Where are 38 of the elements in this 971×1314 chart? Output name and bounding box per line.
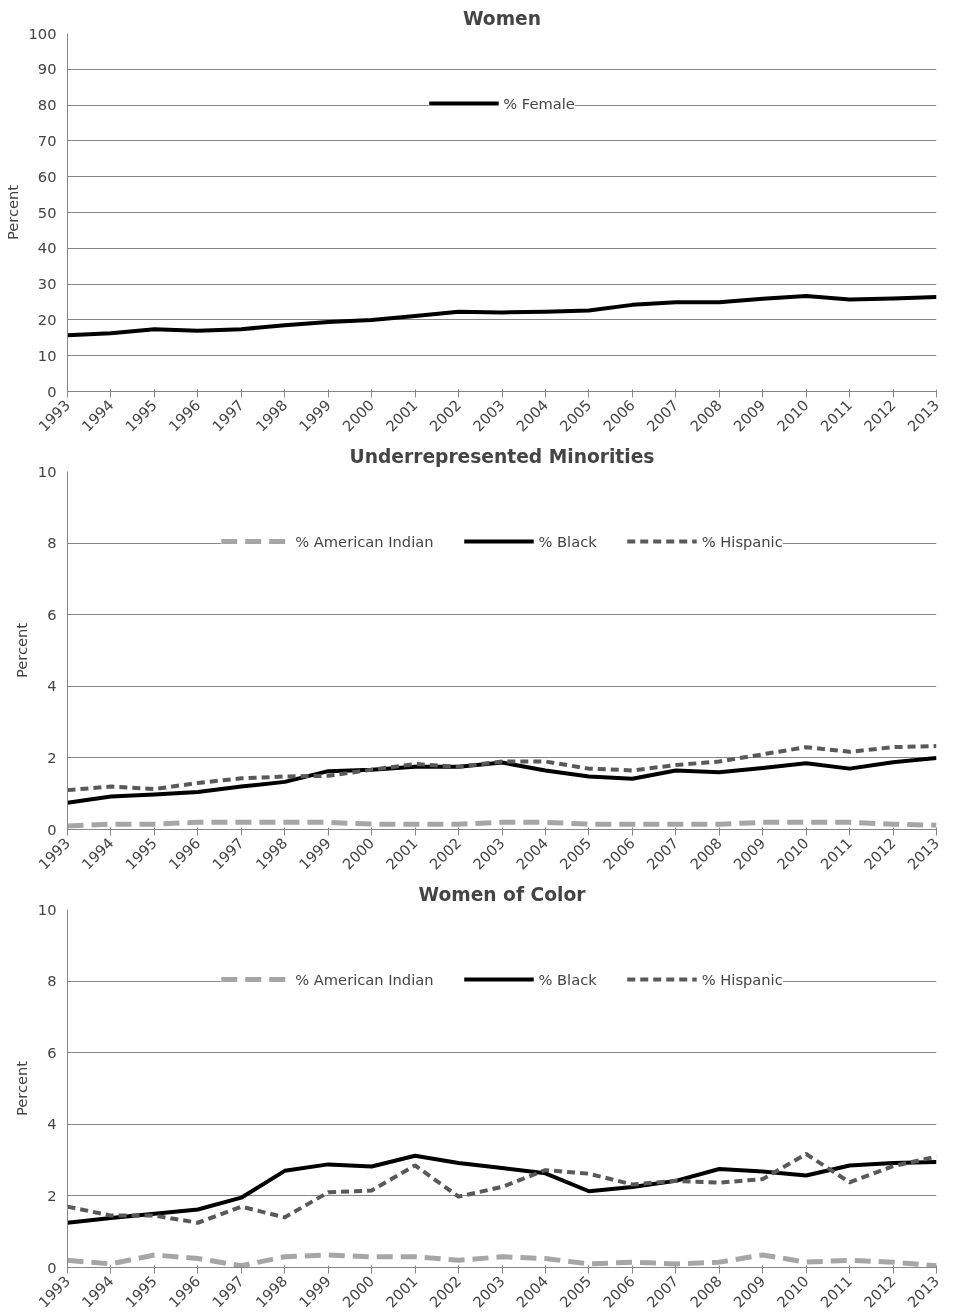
y-tick-label: 10 (37, 346, 57, 364)
y-tick-label: 2 (47, 748, 57, 766)
y-tick-label: 90 (37, 60, 57, 78)
y-axis-title: Percent (3, 184, 21, 241)
legend-label: % Hispanic (701, 970, 783, 988)
y-tick-label: 0 (47, 1258, 57, 1276)
y-tick-label: 100 (28, 24, 57, 42)
y-tick-label: 40 (37, 239, 57, 257)
y-tick-label: 4 (47, 1115, 57, 1133)
y-tick-label: 10 (37, 900, 57, 918)
line-series (67, 293, 937, 338)
y-tick-label: 8 (47, 534, 57, 552)
y-tick-label: 8 (47, 972, 57, 990)
line-series (67, 744, 937, 793)
y-tick-label: 0 (47, 820, 57, 838)
chart-title: Women of Color (418, 883, 587, 905)
y-tick-label: 6 (47, 605, 57, 623)
legend-label: % Black (538, 970, 597, 988)
y-tick-label: 10 (37, 462, 57, 480)
y-tick-label: 80 (37, 96, 57, 114)
y-axis-title: Percent (12, 1060, 30, 1117)
y-tick-label: 4 (47, 677, 57, 695)
legend-label: % Female (503, 94, 575, 112)
legend-label: % American Indian (295, 970, 434, 988)
y-tick-label: 20 (37, 310, 57, 328)
y-tick-label: 6 (47, 1043, 57, 1061)
y-tick-label: 70 (37, 131, 57, 149)
legend-label: % Black (538, 532, 597, 550)
chart-title: Underrepresented Minorities (349, 445, 655, 467)
y-tick-label: 50 (37, 203, 57, 221)
legend-label: % Hispanic (701, 532, 783, 550)
legend-label: % American Indian (295, 532, 434, 550)
y-tick-label: 2 (47, 1186, 57, 1204)
y-tick-label: 0 (47, 382, 57, 400)
y-tick-label: 30 (37, 275, 57, 293)
y-tick-label: 60 (37, 167, 57, 185)
y-axis-title: Percent (12, 622, 30, 679)
chart-title: Women (462, 7, 542, 29)
